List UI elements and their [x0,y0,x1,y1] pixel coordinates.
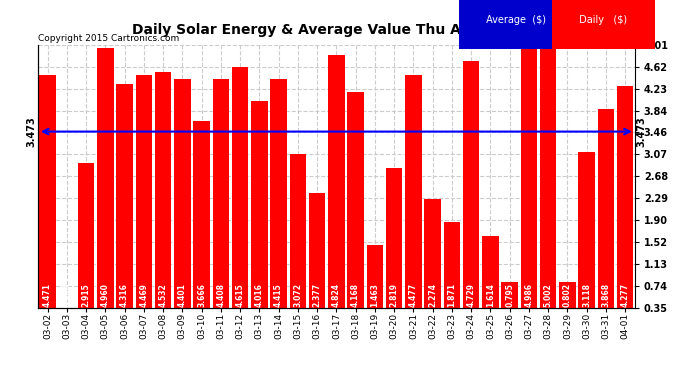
Text: 0.795: 0.795 [505,283,514,307]
Bar [598,110,614,327]
Bar [502,282,518,327]
Text: 3.118: 3.118 [582,283,591,307]
Text: 4.986: 4.986 [524,283,533,307]
Bar [521,46,537,327]
Bar [348,92,364,327]
Bar [232,67,248,327]
Text: 4.408: 4.408 [217,283,226,307]
Bar [97,48,114,327]
Text: 4.469: 4.469 [139,283,148,307]
Text: 3.868: 3.868 [602,283,611,307]
Text: 4.415: 4.415 [274,283,283,307]
Bar [405,75,422,327]
Bar [559,282,575,327]
Title: Daily Solar Energy & Average Value Thu Apr 2 19:18: Daily Solar Energy & Average Value Thu A… [132,23,541,37]
Text: 2.274: 2.274 [428,283,437,307]
Bar [78,163,95,327]
Text: 2.915: 2.915 [81,283,90,307]
Text: 4.532: 4.532 [159,283,168,307]
Text: Copyright 2015 Cartronics.com: Copyright 2015 Cartronics.com [38,34,179,43]
Text: 4.016: 4.016 [255,283,264,307]
Text: 4.960: 4.960 [101,283,110,307]
Text: 4.401: 4.401 [178,283,187,307]
Text: 1.871: 1.871 [447,283,456,307]
Text: 1.463: 1.463 [371,283,380,307]
Text: 4.729: 4.729 [466,283,475,307]
Bar [136,75,152,327]
Text: 3.473: 3.473 [637,116,647,147]
Bar [444,222,460,327]
Bar [193,121,210,327]
Bar [386,168,402,327]
Bar [366,245,383,327]
Text: 0.000: 0.000 [62,283,71,307]
Text: 2.819: 2.819 [390,283,399,307]
Bar [424,199,441,327]
Bar [270,78,287,327]
Text: 4.471: 4.471 [43,283,52,307]
Bar [213,79,229,327]
Text: 4.168: 4.168 [351,283,360,307]
Bar [482,236,499,327]
Bar [309,194,325,327]
Bar [540,45,556,327]
Text: 3.072: 3.072 [293,283,302,307]
Text: 5.002: 5.002 [544,283,553,307]
Bar [39,75,56,327]
Text: 4.477: 4.477 [409,283,418,307]
Text: Daily   ($): Daily ($) [576,15,631,25]
Bar [174,79,190,327]
Text: 2.377: 2.377 [313,283,322,307]
Text: 4.615: 4.615 [235,283,245,307]
Text: 4.277: 4.277 [621,283,630,307]
Text: 4.316: 4.316 [120,283,129,307]
Bar [617,86,633,327]
Text: 1.614: 1.614 [486,283,495,307]
Bar [155,72,171,327]
Bar [463,61,480,327]
Text: 0.802: 0.802 [563,283,572,307]
Text: 3.666: 3.666 [197,283,206,307]
Text: Average  ($): Average ($) [483,15,549,25]
Text: 4.824: 4.824 [332,283,341,307]
Bar [117,84,132,327]
Bar [328,56,344,327]
Text: 3.473: 3.473 [26,116,36,147]
Bar [251,101,268,327]
Bar [578,152,595,327]
Bar [290,154,306,327]
